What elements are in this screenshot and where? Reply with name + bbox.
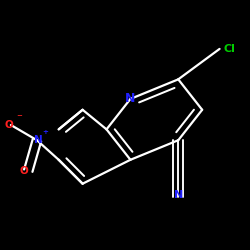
Text: −: − [17,113,22,119]
Text: N: N [174,190,183,200]
Text: Cl: Cl [224,44,236,54]
Text: N: N [125,92,136,106]
Text: +: + [43,128,48,134]
Text: O: O [20,166,28,176]
Text: N: N [34,135,42,145]
Text: O: O [4,120,13,130]
